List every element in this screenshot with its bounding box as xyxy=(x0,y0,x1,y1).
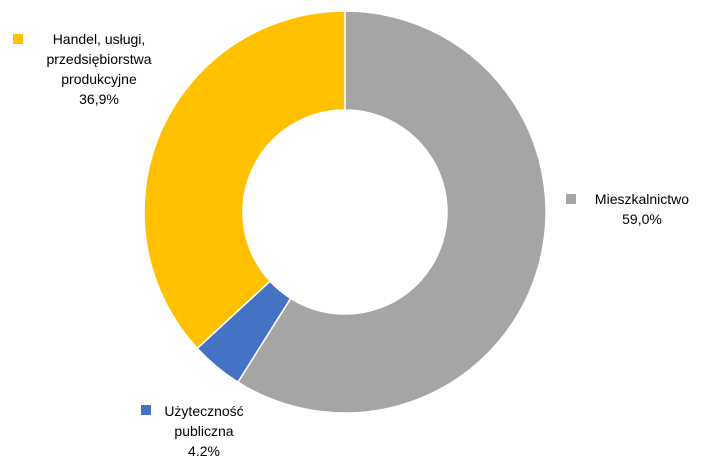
data-label-name-2: Handel, usługi, xyxy=(53,31,146,47)
legend-key-1 xyxy=(141,405,151,415)
slice-2 xyxy=(143,10,346,350)
data-label-name-2: produkcyjne xyxy=(61,71,137,87)
data-label-value-1: 4.2% xyxy=(188,443,220,459)
slices-group xyxy=(143,10,547,414)
legend-key-0 xyxy=(566,194,576,204)
data-label-name-1: publiczna xyxy=(174,423,233,439)
data-label-value-2: 36,9% xyxy=(79,91,119,107)
data-label-name-2: przedsiębiorstwa xyxy=(46,51,151,67)
data-label-value-0: 59,0% xyxy=(622,211,662,227)
data-label-name-0: Mieszkalnictwo xyxy=(595,191,689,207)
labels-group: Mieszkalnictwo 59,0% Użyteczność publiczna 4… xyxy=(13,31,689,459)
legend-key-2 xyxy=(13,34,23,44)
slice-0 xyxy=(236,10,547,414)
data-label-name-1: Użyteczność xyxy=(164,403,243,419)
